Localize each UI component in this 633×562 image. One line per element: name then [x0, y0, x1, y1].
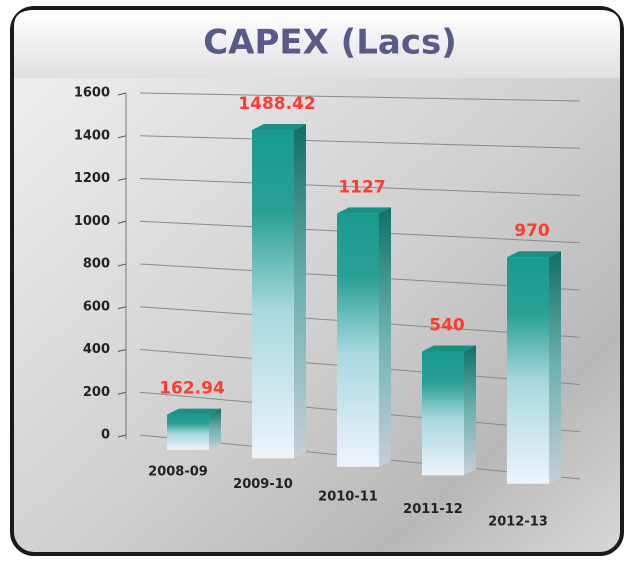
grid-line	[139, 135, 581, 149]
title-band	[14, 10, 620, 78]
bar	[337, 213, 379, 467]
x-tick-label: 2008-09	[148, 464, 208, 479]
tick-mark	[117, 349, 127, 352]
chart-title: CAPEX (Lacs)	[203, 23, 457, 63]
y-tick-label: 0	[101, 428, 110, 443]
data-label: 1488.42	[238, 94, 315, 114]
data-label: 970	[514, 221, 550, 241]
bar	[167, 414, 209, 450]
bar	[507, 257, 549, 484]
y-tick-label: 400	[83, 342, 110, 357]
tick-mark	[117, 135, 127, 139]
data-label: 162.94	[159, 379, 225, 399]
data-label: 1127	[338, 177, 385, 197]
y-tick-label: 1000	[74, 214, 110, 229]
x-tick-label: 2009-10	[233, 477, 293, 492]
x-tick-label: 2012-13	[488, 514, 548, 529]
bar	[422, 351, 464, 476]
x-tick-label: 2011-12	[403, 502, 463, 517]
y-tick-label: 1200	[74, 171, 110, 186]
tick-mark	[117, 391, 127, 395]
tick-mark	[117, 306, 127, 310]
bar-side	[294, 124, 306, 459]
bar-side	[379, 207, 391, 467]
tick-mark	[117, 220, 127, 224]
x-tick-label: 2010-11	[318, 489, 378, 504]
bar-side	[549, 251, 561, 484]
bar-side	[209, 408, 221, 450]
tick-mark	[117, 92, 127, 96]
tick-mark	[117, 263, 127, 267]
tick-mark	[117, 434, 127, 438]
y-tick-label: 600	[83, 299, 110, 314]
y-tick-label: 800	[83, 257, 110, 272]
bar-top	[422, 345, 476, 352]
bar	[252, 130, 294, 459]
grid-line	[139, 92, 581, 102]
bar-top	[507, 251, 561, 258]
data-label: 540	[429, 316, 465, 336]
bar-side	[464, 345, 476, 476]
y-tick-label: 200	[83, 385, 110, 400]
bar-top	[252, 124, 306, 131]
tick-mark	[117, 178, 127, 181]
y-tick-label: 1400	[74, 128, 110, 143]
y-tick-label: 1600	[74, 86, 110, 101]
grid-line	[139, 178, 581, 196]
bar-top	[337, 207, 391, 214]
bar-top	[167, 408, 221, 415]
